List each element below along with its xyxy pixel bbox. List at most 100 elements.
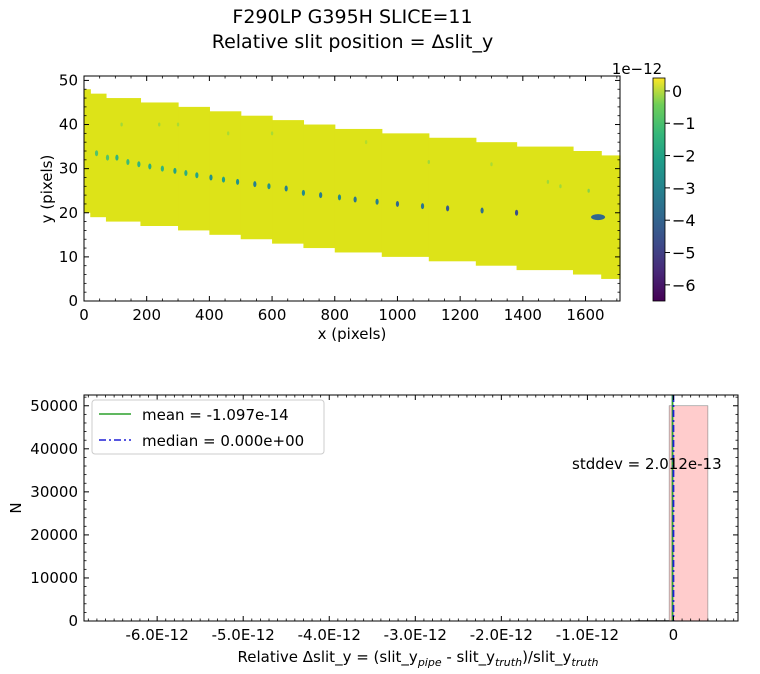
spot-16	[301, 189, 306, 196]
heatmap-y-tick-label-1: 10	[59, 248, 78, 266]
xlabel-part-1: Relative Δslit_y = (slit_y	[238, 648, 418, 667]
heatmap-x-tick-label-8: 1600	[566, 306, 604, 324]
spot-21	[395, 200, 400, 207]
colorbar-tick-label-5: −5	[672, 244, 696, 263]
spot-12	[235, 178, 240, 185]
spot-4	[137, 161, 141, 168]
heatmap-y-tick-label-5: 50	[59, 71, 78, 89]
xlabel-sub-truth-1: truth	[495, 656, 522, 669]
spot-13	[253, 181, 257, 188]
faint-spot-8	[546, 179, 550, 184]
faint-spot-2	[176, 122, 180, 127]
spot-24	[480, 207, 484, 214]
heatmap-x-tick-label-0: 0	[79, 306, 89, 324]
spot-9	[195, 172, 199, 179]
histogram-x-tick-label-3: -3.0E-12	[384, 626, 447, 644]
spot-10	[209, 174, 213, 181]
histogram-y-tick-label-3: 30000	[30, 483, 78, 501]
xlabel-sub-truth-2: truth	[571, 656, 598, 669]
histogram-x-tick-label-6: 0	[669, 626, 679, 644]
colorbar-tick-label-1: −1	[672, 114, 696, 133]
histogram-legend: mean = -1.097e-14 median = 0.000e+00	[91, 399, 325, 455]
heatmap-x-ticks: 0 200 400 600 800 1000 1200 1400 1600	[79, 76, 618, 324]
strip-segment-1	[90, 93, 107, 218]
faint-spot-5	[364, 140, 368, 145]
heatmap-y-tick-label-2: 20	[59, 204, 78, 222]
faint-spot-0	[120, 122, 123, 127]
figure-title-line-2: Relative slit position = Δslit_y	[211, 31, 494, 53]
strip-segment-11	[428, 137, 477, 262]
histogram-x-tick-label-2: -4.0E-12	[298, 626, 361, 644]
colorbar: 0 −1 −2 −3 −4 −5 −6 1e−12	[612, 60, 696, 302]
heatmap-x-tick-label-5: 1000	[378, 306, 416, 324]
heatmap-x-tick-label-7: 1400	[504, 306, 542, 324]
histogram-panel: -6.0E-12 -5.0E-12 -4.0E-12 -3.0E-12 -2.0E-12…	[7, 394, 739, 669]
colorbar-tick-label-2: −2	[672, 147, 696, 166]
spot-3	[126, 159, 130, 166]
histogram-y-tick-label-2: 20000	[30, 526, 78, 544]
spot-18	[337, 194, 342, 201]
histogram-x-tick-label-4: -2.0E-12	[470, 626, 533, 644]
histogram-y-tick-label-5: 50000	[30, 397, 78, 415]
xlabel-sub-pipe: pipe	[417, 656, 442, 669]
colorbar-tick-label-6: −6	[672, 276, 696, 295]
spot-15	[284, 185, 288, 192]
spot-8	[184, 170, 188, 177]
colorbar-multiplier-label: 1e−12	[612, 60, 662, 78]
colorbar-gradient	[652, 77, 666, 302]
faint-spot-1	[158, 122, 161, 127]
spot-17	[319, 192, 323, 199]
heatmap-panel: 0 200 400 600 800 1000 1200 1400 1600 0 10 20 30 40 5…	[38, 71, 621, 343]
strip-segment-7	[272, 120, 305, 244]
stddev-annotation: stddev = 2.012e-13	[572, 455, 722, 473]
legend-box	[91, 399, 325, 455]
histogram-x-tick-label-1: -5.0E-12	[212, 626, 275, 644]
strip-segment-8	[303, 124, 336, 249]
heatmap-x-tick-label-1: 200	[132, 306, 161, 324]
spot-25	[514, 209, 519, 216]
faint-spot-4	[270, 131, 274, 136]
strip-segment-3	[140, 102, 179, 226]
histogram-x-axis-label: Relative Δslit_y = (slit_ypipe - slit_yt…	[238, 648, 599, 669]
heatmap-y-tick-label-3: 30	[59, 160, 78, 178]
spot-14	[267, 183, 271, 190]
heatmap-x-tick-label-3: 600	[258, 306, 287, 324]
strip-segment-0	[84, 89, 91, 213]
faint-spot-6	[427, 160, 430, 165]
spot-1	[105, 154, 110, 161]
histogram-bar-1	[668, 405, 709, 622]
strip-segment-13	[516, 146, 574, 271]
heatmap-frame	[83, 75, 621, 302]
spot-20	[375, 198, 379, 205]
heatmap-x-tick-label-6: 1200	[441, 306, 479, 324]
colorbar-tick-label-4: −4	[672, 211, 696, 230]
strip-segment-12	[475, 142, 518, 266]
histogram-frame	[83, 394, 739, 622]
strip-segment-2	[105, 98, 142, 222]
histogram-y-tick-label-4: 40000	[30, 440, 78, 458]
histogram-y-tick-label-0: 0	[68, 612, 78, 630]
spot-26	[591, 214, 606, 221]
strip-segment-10	[381, 133, 430, 257]
strip-segment-9	[334, 128, 383, 253]
faint-spot-10	[587, 188, 590, 193]
heatmap-x-tick-label-4: 800	[320, 306, 349, 324]
heatmap-x-axis-label: x (pixels)	[318, 325, 387, 343]
spot-19	[353, 196, 357, 203]
spot-23	[446, 205, 450, 212]
heatmap-y-ticks: 0 10 20 30 40 50	[59, 71, 620, 310]
histogram-x-tick-label-0: -6.0E-12	[126, 626, 189, 644]
strip-segment-5	[209, 111, 242, 235]
spot-6	[160, 165, 164, 172]
faint-spot-9	[559, 184, 562, 189]
heatmap-y-tick-label-4: 40	[59, 116, 78, 134]
colorbar-ticks: 0 −1 −2 −3 −4 −5 −6	[665, 82, 696, 295]
histogram-y-ticks: 0 10000 20000 30000 40000 50000	[30, 396, 738, 630]
colorbar-tick-label-3: −3	[672, 179, 696, 198]
faint-spot-7	[490, 162, 493, 167]
heatmap-y-axis-label: y (pixels)	[38, 155, 56, 224]
figure-title-line-1: F290LP G395H SLICE=11	[232, 6, 473, 28]
xlabel-part-2: - slit_y	[442, 648, 495, 667]
heatmap-y-tick-label-0: 0	[68, 292, 78, 310]
